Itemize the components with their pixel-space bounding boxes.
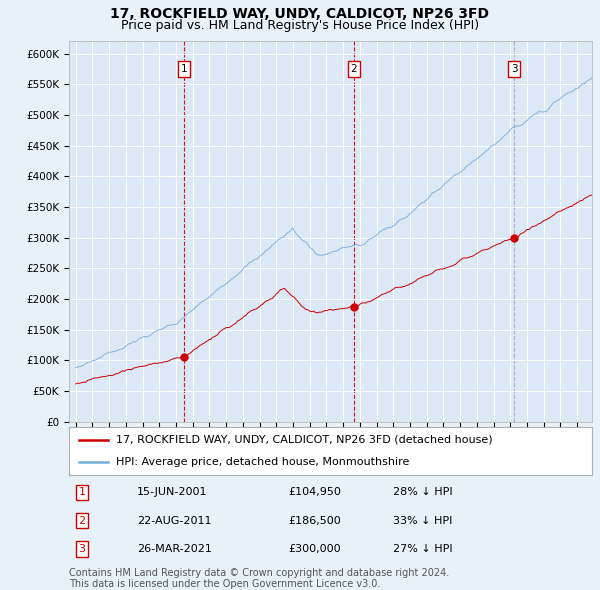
Text: £186,500: £186,500 (289, 516, 341, 526)
Text: 17, ROCKFIELD WAY, UNDY, CALDICOT, NP26 3FD: 17, ROCKFIELD WAY, UNDY, CALDICOT, NP26 … (110, 7, 490, 21)
Text: £104,950: £104,950 (289, 487, 341, 497)
Text: 17, ROCKFIELD WAY, UNDY, CALDICOT, NP26 3FD (detached house): 17, ROCKFIELD WAY, UNDY, CALDICOT, NP26 … (116, 435, 493, 445)
Text: 2: 2 (350, 64, 357, 74)
Text: 26-MAR-2021: 26-MAR-2021 (137, 544, 212, 554)
Text: 27% ↓ HPI: 27% ↓ HPI (394, 544, 453, 554)
Text: 22-AUG-2011: 22-AUG-2011 (137, 516, 212, 526)
Text: 28% ↓ HPI: 28% ↓ HPI (394, 487, 453, 497)
Text: 3: 3 (511, 64, 517, 74)
Text: 1: 1 (79, 487, 86, 497)
Text: 1: 1 (181, 64, 187, 74)
Text: 2: 2 (79, 516, 86, 526)
Text: 33% ↓ HPI: 33% ↓ HPI (394, 516, 453, 526)
Text: 15-JUN-2001: 15-JUN-2001 (137, 487, 208, 497)
Text: Price paid vs. HM Land Registry's House Price Index (HPI): Price paid vs. HM Land Registry's House … (121, 19, 479, 32)
Text: 3: 3 (79, 544, 86, 554)
Text: Contains HM Land Registry data © Crown copyright and database right 2024.
This d: Contains HM Land Registry data © Crown c… (69, 568, 449, 589)
Text: HPI: Average price, detached house, Monmouthshire: HPI: Average price, detached house, Monm… (116, 457, 409, 467)
Text: £300,000: £300,000 (289, 544, 341, 554)
